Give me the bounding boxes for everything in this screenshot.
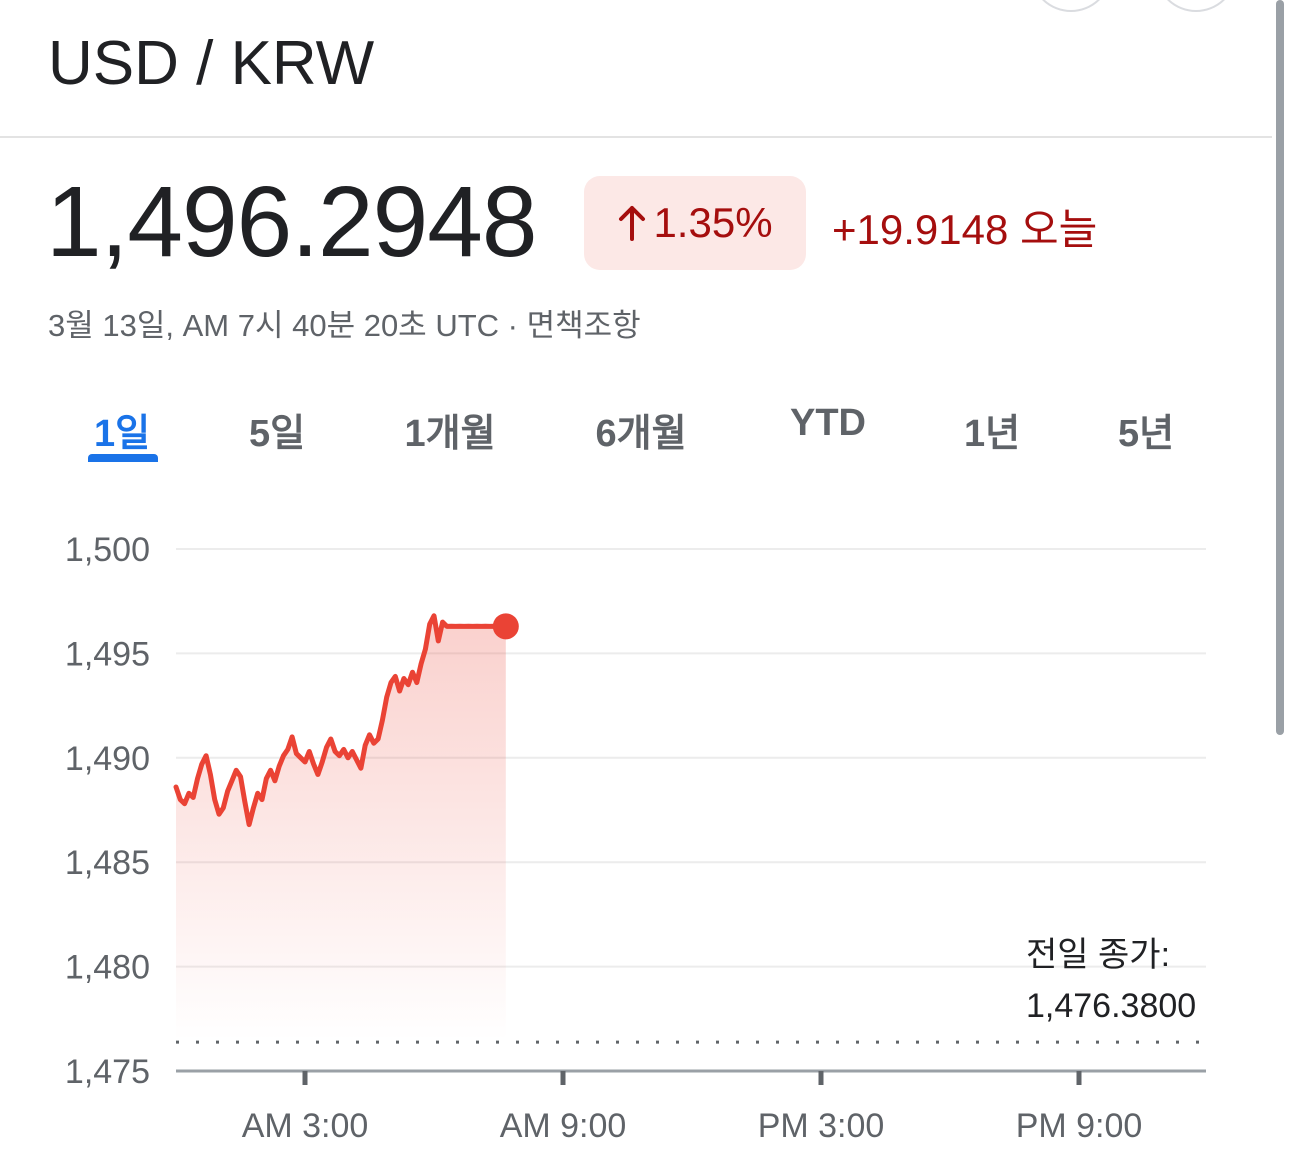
arrow-up-icon [619,206,646,241]
tab-6m[interactable]: 6개월 [595,413,687,455]
change-absolute: +19.9148 오늘 [832,196,1097,257]
change-percent-badge: 1.35% [584,176,806,270]
change-percent: 1.35% [653,199,773,246]
previous-close-label: 전일 종가: [1026,936,1171,974]
price-chart[interactable]: 1,500 1,495 1,490 1,485 1,480 1,475 AM 3:00 AM … [0,500,1290,1175]
series-area [176,615,506,1041]
timestamp: 3월 13일, AM 7시 40분 20초 UTC [48,308,500,343]
previous-close-annotation: 전일 종가: 1,476.3800 [1026,930,1196,1032]
tab-1d[interactable]: 1일 [93,413,151,455]
scrollbar[interactable] [1272,0,1290,1175]
y-tick-label: 1,480 [65,949,150,987]
y-tick-label: 1,485 [65,844,150,882]
y-tick-label: 1,475 [65,1053,150,1091]
scrollbar-thumb[interactable] [1276,0,1284,735]
y-tick-label: 1,500 [65,531,150,569]
x-tick-label: PM 9:00 [1016,1107,1143,1145]
disclaimer-link[interactable]: 면책조항 [526,308,641,343]
header: USD / KRW [0,0,1272,138]
y-tick-label: 1,495 [65,635,150,673]
price-chart-svg: 1,500 1,495 1,490 1,485 1,480 1,475 AM 3:00 AM … [65,531,1206,1145]
page-title: USD / KRW [48,29,375,98]
change-absolute-value: +19.9148 [832,206,1009,253]
tab-5d[interactable]: 5일 [248,413,306,455]
y-tick-label: 1,490 [65,740,150,778]
tab-5y[interactable]: 5년 [1117,413,1175,455]
previous-close-value: 1,476.3800 [1026,987,1197,1025]
x-tick-label: AM 3:00 [242,1107,369,1145]
change-period: 오늘 [1020,206,1098,253]
series-line [173,613,509,828]
separator-dot: · [507,308,518,343]
tab-1y[interactable]: 1년 [963,413,1021,455]
current-price-point [492,613,519,640]
range-tabs: 1일 5일 1개월 6개월 YTD 1년 5년 최 [0,396,1290,466]
x-tick-label: AM 9:00 [500,1107,627,1145]
tab-1m[interactable]: 1개월 [404,413,496,455]
active-tab-indicator [88,454,158,462]
timestamp-line: 3월 13일, AM 7시 40분 20초 UTC · 면책조항 [48,300,641,345]
current-price: 1,496.2948 [46,166,537,278]
x-tick-label: PM 3:00 [758,1107,885,1145]
tab-ytd[interactable]: YTD [790,402,866,444]
